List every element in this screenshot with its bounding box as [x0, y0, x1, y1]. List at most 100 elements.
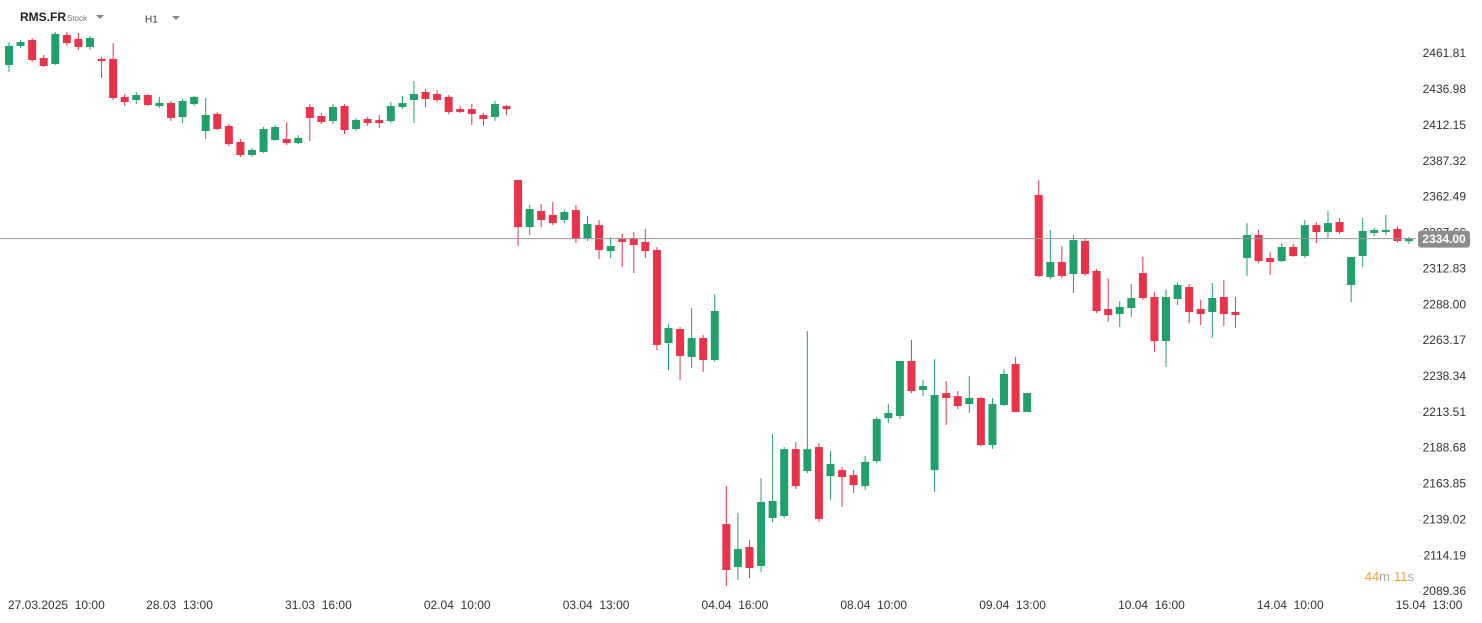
candle-body — [282, 138, 291, 144]
countdown-minutes: 44 — [1365, 569, 1379, 584]
y-tick-label: 2288.00 — [1423, 297, 1467, 311]
y-tick-label: 2238.34 — [1423, 369, 1467, 383]
y-tick-label: 2139.02 — [1423, 512, 1467, 526]
candle-body — [629, 238, 638, 245]
candle-body — [328, 107, 337, 122]
candle-body — [965, 397, 974, 405]
candle-body — [849, 475, 858, 486]
candle-body — [803, 449, 812, 472]
candle-body — [1046, 262, 1055, 278]
candle-body — [190, 96, 199, 105]
candle-body — [259, 128, 268, 152]
candle-body — [699, 338, 708, 360]
candle-body — [1370, 229, 1379, 234]
candle-body — [456, 109, 465, 112]
countdown-minutes-unit: m — [1379, 569, 1390, 584]
candle-body — [1381, 229, 1390, 232]
candle-body — [39, 58, 48, 67]
countdown-seconds: 11 — [1394, 569, 1408, 584]
symbol[interactable]: RMS.FR — [20, 10, 66, 24]
candle-body — [1069, 240, 1078, 275]
candle-body — [409, 94, 418, 100]
x-tick-label: 08.04 10:00 — [840, 598, 907, 612]
countdown: 44m 11s — [1365, 569, 1415, 584]
y-tick-label: 2089.36 — [1423, 584, 1467, 598]
candle-body — [537, 211, 546, 221]
candle-body — [780, 449, 789, 516]
symbol-dropdown[interactable] — [96, 15, 104, 19]
candle-body — [236, 141, 245, 155]
candle-body — [28, 40, 37, 60]
candle-body — [826, 463, 835, 477]
y-tick-label: 2263.17 — [1423, 333, 1467, 347]
y-tick-label: 2436.98 — [1423, 82, 1467, 96]
candle-body — [942, 393, 951, 398]
y-tick-label: 2312.83 — [1423, 261, 1467, 275]
candle-body — [1277, 247, 1286, 262]
candle-body — [1115, 306, 1124, 315]
candle-body — [1034, 195, 1043, 277]
candle-body — [317, 115, 326, 123]
candle-body — [976, 397, 985, 446]
candle-body — [733, 549, 742, 567]
candle-body — [479, 114, 488, 120]
candle-body — [363, 119, 372, 124]
x-tick-label: 10.04 16:00 — [1118, 598, 1185, 612]
candle-body — [421, 92, 430, 99]
y-tick-label: 2163.85 — [1423, 477, 1467, 491]
candle-body — [352, 120, 361, 129]
candle-body — [1000, 373, 1009, 406]
overlay: 2461.812436.982412.152387.322362.492337.… — [0, 46, 1470, 612]
candle-body — [583, 224, 592, 240]
candle-body — [1300, 225, 1309, 256]
candle-body — [1208, 298, 1217, 313]
candle-body — [1289, 247, 1298, 256]
candle-body — [884, 412, 893, 419]
candle-body — [595, 225, 604, 251]
candle-body — [178, 100, 187, 118]
candle-body — [1242, 235, 1251, 258]
candle-body — [51, 33, 60, 64]
candle-body — [757, 501, 766, 566]
x-tick-label: 04.04 16:00 — [702, 598, 769, 612]
candle-body — [919, 385, 928, 391]
candle-body — [155, 102, 164, 107]
candle-body — [398, 102, 407, 108]
candle-body — [618, 239, 627, 242]
candle-body — [872, 419, 881, 462]
timeframe-dropdown[interactable] — [172, 16, 180, 20]
candle-body — [861, 461, 870, 487]
candles — [5, 32, 1413, 587]
x-tick-label: 09.04 13:00 — [979, 598, 1046, 612]
x-tick-label: 28.03 13:00 — [146, 598, 213, 612]
candle-body — [467, 109, 476, 114]
candle-body — [97, 58, 106, 61]
x-tick-label: 27.03.2025 10:00 — [8, 598, 105, 612]
candle-body — [953, 396, 962, 407]
candle-body — [340, 106, 349, 131]
candle-body — [502, 106, 511, 110]
candle-body — [525, 209, 534, 228]
candle-body — [1347, 256, 1356, 286]
candle-body — [1138, 273, 1147, 299]
candle-body — [676, 329, 685, 356]
candle-body — [1011, 364, 1020, 412]
candle-body — [1393, 228, 1402, 241]
candle-body — [791, 449, 800, 487]
candle-body — [722, 524, 731, 571]
candle-body — [109, 58, 118, 98]
candle-body — [930, 395, 939, 471]
x-tick-label: 02.04 10:00 — [424, 598, 491, 612]
x-tick-label: 03.04 13:00 — [563, 598, 630, 612]
last-price-box — [1418, 230, 1470, 248]
candle-body — [907, 360, 916, 392]
candle-body — [375, 120, 384, 124]
candle-body — [571, 210, 580, 240]
candle-body — [1092, 270, 1101, 312]
candle-body — [444, 96, 453, 112]
timeframe[interactable]: H1 — [145, 15, 158, 26]
last-price-label: 2334.00 — [1422, 232, 1466, 246]
y-tick-label: 2461.81 — [1423, 46, 1467, 60]
y-tick-label: 2213.51 — [1423, 405, 1467, 419]
